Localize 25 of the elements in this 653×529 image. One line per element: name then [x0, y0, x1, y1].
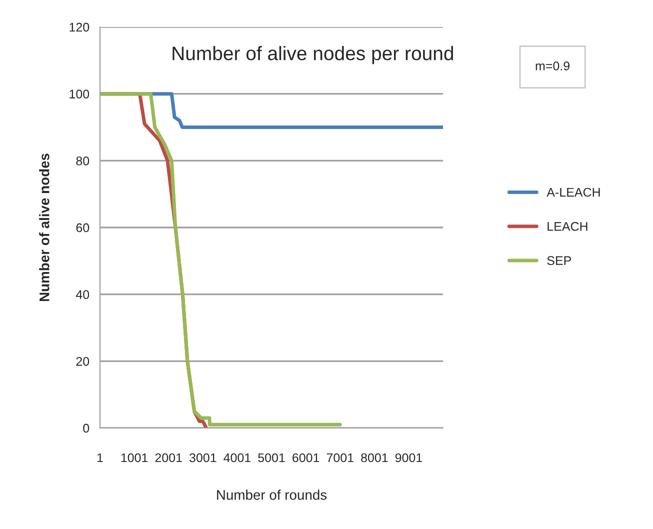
x-axis-title: Number of rounds [217, 490, 327, 500]
x-tick-label: 3001 [189, 453, 216, 462]
x-tick-label: 6001 [292, 453, 320, 462]
legend-label: SEP [547, 256, 571, 266]
x-tick-label: 8001 [361, 453, 388, 462]
y-tick-label: 20 [76, 356, 90, 366]
y-axis-title: Number of alive nodes [39, 154, 50, 302]
x-tick-label: 9001 [395, 453, 422, 462]
line-series [100, 92, 342, 426]
y-tick-label: 60 [76, 223, 90, 232]
text: m=0.9 [536, 62, 570, 70]
y-tick-label: 0 [83, 424, 90, 433]
y-tick-label: 80 [76, 156, 90, 166]
x-tick-label: 1 [97, 453, 103, 462]
legend-label: LEACH [548, 222, 588, 231]
legend-label: A-LEACH [546, 188, 600, 197]
x-tick-label: 4001 [224, 453, 251, 462]
x-tick-label: 2001 [155, 453, 182, 462]
x-tick-label: 1001 [121, 453, 148, 462]
x-tick-label: 7001 [326, 453, 354, 462]
text: Number of alive nodes per round [172, 46, 454, 64]
y-tick-label: 100 [70, 90, 90, 98]
y-tick-label: 120 [70, 22, 90, 32]
x-tick-label: 5001 [258, 453, 285, 462]
y-tick-label: 40 [76, 290, 90, 299]
